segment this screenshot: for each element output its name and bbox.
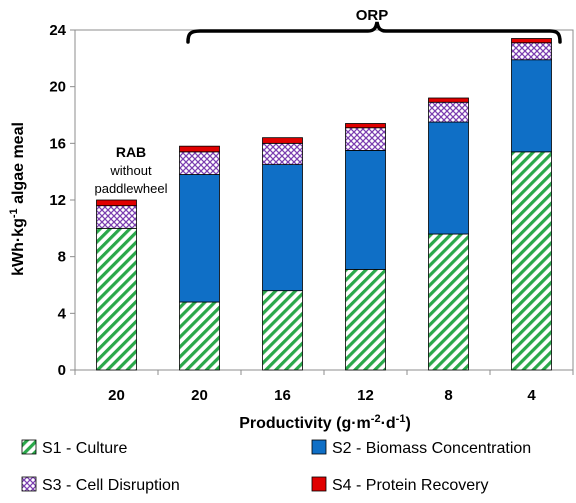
x-tick-label: 20: [191, 387, 208, 404]
bar-segment-2: [428, 121, 469, 235]
legend-swatch-4: [311, 476, 327, 492]
bar-segment-1: [96, 227, 137, 371]
bar-segment-4: [96, 199, 137, 207]
bar-segment-2: [345, 150, 386, 270]
x-axis-title: Productivity (g·m-2·d-1): [239, 413, 411, 432]
bar-segment-3: [96, 205, 137, 229]
x-tick-label: 8: [444, 387, 452, 404]
y-tick-label: 16: [49, 135, 66, 152]
legend-label-4: S4 - Protein Recovery: [332, 477, 489, 494]
y-tick-label: 12: [49, 192, 66, 209]
orp-label: ORP: [356, 7, 389, 24]
legend-label-3: S3 - Cell Disruption: [42, 477, 180, 494]
y-tick-label: 4: [58, 305, 67, 322]
bar-segment-3: [262, 142, 303, 165]
bar-segment-1: [428, 233, 469, 371]
legend-swatch-3: [21, 476, 37, 492]
y-tick-label: 0: [58, 362, 66, 379]
bar-segment-4: [511, 38, 552, 44]
bar-segment-3: [511, 42, 552, 61]
legend-swatch-2: [311, 439, 327, 455]
bar-segment-4: [262, 137, 303, 144]
bar-segment-1: [345, 269, 386, 371]
x-tick-label: 12: [357, 387, 374, 404]
x-tick-label: 4: [527, 387, 536, 404]
orp-brace: [186, 21, 562, 44]
rab-title: RAB: [116, 144, 146, 160]
bar-segment-4: [428, 97, 469, 103]
x-tick-label: 16: [274, 387, 291, 404]
y-tick-label: 8: [58, 249, 66, 266]
plot-frame: [74, 29, 574, 371]
y-axis-title: kWh·kg-1 algae meal: [8, 122, 27, 276]
legend-label-2: S2 - Biomass Concentration: [332, 440, 531, 457]
x-tick-label: 20: [108, 387, 125, 404]
bar-segment-1: [511, 151, 552, 371]
bar-segment-1: [262, 290, 303, 371]
legend-label-1: S1 - Culture: [42, 440, 127, 457]
rab-note-line1: without: [109, 163, 152, 178]
bar-segment-2: [179, 174, 220, 303]
bar-segment-2: [511, 59, 552, 153]
bar-segment-3: [179, 151, 220, 175]
y-tick-label: 24: [49, 22, 66, 39]
bar-segment-1: [179, 301, 220, 371]
legend-swatch-1: [21, 439, 37, 455]
legend: S1 - Culture S2 - Biomass Concentration S3…: [21, 439, 531, 494]
bar-segment-2: [262, 164, 303, 292]
bar-segment-3: [345, 127, 386, 151]
bar-segment-4: [345, 123, 386, 129]
bar-segment-4: [179, 145, 220, 153]
plot-area: 0 4 8 12 16 20 24 20 20 16 12 8 4: [49, 22, 574, 404]
bar-segment-3: [428, 101, 469, 123]
y-tick-label: 20: [49, 79, 66, 96]
rab-note-line2: paddlewheel: [94, 181, 167, 196]
